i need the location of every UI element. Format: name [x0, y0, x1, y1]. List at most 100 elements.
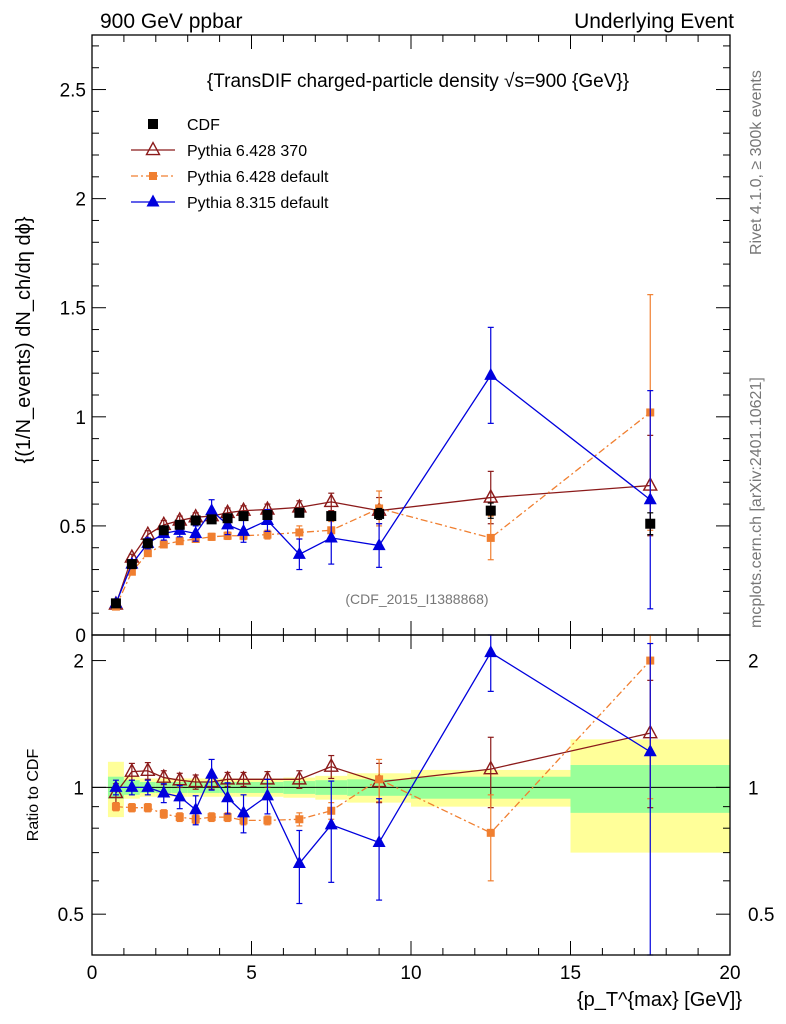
data-point: [223, 531, 232, 540]
data-point: [189, 526, 203, 539]
ratio-point: [375, 775, 384, 784]
main-y-axis: 0 0.5 1 1.5 2 2.5: [60, 45, 730, 647]
ratio-point: [127, 803, 136, 812]
ratio-y-label: Ratio to CDF: [25, 749, 42, 842]
legend-item: Pythia 8.315 default: [131, 194, 329, 212]
data-point: [221, 517, 235, 530]
ratio-point: [484, 645, 498, 658]
ratio-point: [223, 813, 232, 822]
data-point: [205, 503, 219, 516]
data-point: [190, 515, 201, 526]
y-tick-label: 0: [75, 626, 86, 647]
legend-marker: [145, 141, 161, 156]
series-line: [115, 374, 651, 604]
ratio-point: [140, 761, 156, 777]
x-tick-label: 10: [400, 963, 421, 984]
header-right: Underlying Event: [574, 10, 734, 33]
data-point: [645, 518, 656, 529]
ratio-point: [207, 813, 216, 822]
main-series-layer: [108, 294, 658, 611]
ratio-panel: 0.5 0.5 1 1 2 2 0 5 10 15 20 Ratio to CDF {p_T^{m…: [25, 634, 775, 1011]
data-point: [238, 511, 249, 522]
series-cdf: [110, 502, 656, 609]
data-point: [110, 598, 121, 609]
ratio-y-tick-label-right: 1: [748, 778, 759, 799]
data-point: [207, 532, 216, 541]
header-left: 900 GeV ppbar: [100, 10, 242, 33]
ratio-point: [125, 779, 139, 792]
ratio-point: [263, 816, 272, 825]
ratio-point: [372, 835, 386, 848]
chart-title: {TransDIF charged-particle density √s=90…: [207, 71, 629, 92]
ratio-point: [324, 817, 338, 830]
y-tick-label: 2: [75, 190, 86, 211]
data-point: [127, 567, 136, 576]
ratio-y-tick-label: 0.5: [58, 905, 84, 926]
ratio-point: [237, 805, 251, 818]
ratio-point: [292, 855, 306, 868]
data-point: [142, 538, 153, 549]
ratio-line: [115, 660, 651, 834]
legend-marker: [146, 194, 160, 207]
data-point: [175, 537, 184, 546]
legend-label: Pythia 6.428 default: [187, 169, 329, 186]
data-point: [483, 488, 499, 503]
rivet-info: Rivet 4.1.0, ≥ 300k events: [748, 70, 765, 255]
legend-label: Pythia 8.315 default: [187, 195, 329, 212]
data-point: [374, 508, 385, 519]
ratio-point: [486, 828, 495, 837]
data-point: [143, 549, 152, 558]
series-line: [115, 484, 651, 605]
data-point: [372, 538, 386, 551]
legend-item: Pythia 6.428 default: [131, 169, 329, 186]
data-point: [158, 525, 169, 536]
ratio-pythia-8-315-default: [109, 634, 657, 956]
ratio-point: [643, 744, 657, 757]
ratio-point: [173, 789, 187, 802]
ratio-point: [124, 762, 140, 777]
data-point: [484, 367, 498, 380]
ratio-point: [143, 803, 152, 812]
ratio-series-layer: [108, 634, 658, 956]
ratio-point: [189, 802, 203, 815]
main-panel: 0 0.5 1 1.5 2 2.5 {TransDIF charged-particle …: [13, 34, 731, 647]
ratio-point: [159, 809, 168, 818]
series-pythia-6-428-default: [111, 294, 655, 611]
y-axis-label: {(1/N_events) dN_ch/dη dϕ}: [13, 216, 35, 463]
data-point: [237, 523, 251, 536]
legend-item: Pythia 6.428 370: [131, 141, 307, 160]
legend: CDF Pythia 6.428 370 Pythia 6.428 default P…: [131, 117, 329, 212]
ratio-point: [187, 773, 204, 788]
x-axis: 0 5 10 15 20: [87, 635, 741, 984]
ratio-y-tick-label: 1: [73, 778, 84, 799]
ratio-uncertainty-bands: [92, 739, 730, 853]
series-pythia-8-315-default: [109, 326, 657, 610]
ratio-point: [483, 760, 499, 775]
data-point: [643, 492, 657, 505]
data-point: [295, 528, 304, 537]
ratio-y-axis: 0.5 0.5 1 1 2 2: [58, 652, 775, 927]
data-point: [206, 514, 217, 525]
x-tick-label: 15: [560, 963, 581, 984]
x-tick-label: 20: [719, 963, 740, 984]
y-tick-label: 1: [75, 408, 86, 429]
ratio-point: [235, 770, 252, 785]
ratio-point: [221, 790, 235, 803]
ratio-point: [157, 785, 171, 798]
ratio-point: [141, 779, 155, 792]
data-point: [263, 530, 272, 539]
data-point: [485, 505, 496, 516]
data-point: [126, 559, 137, 570]
data-point: [292, 546, 306, 559]
ratio-y-tick-label-right: 2: [748, 652, 759, 673]
main-x-ticks: [91, 35, 731, 635]
data-point: [159, 540, 168, 549]
ratio-y-tick-label: 2: [73, 652, 84, 673]
ratio-point: [156, 768, 172, 783]
ratio-point: [205, 766, 219, 779]
legend-item: CDF: [148, 117, 220, 134]
data-point: [326, 511, 337, 522]
y-tick-label: 1.5: [60, 299, 86, 320]
